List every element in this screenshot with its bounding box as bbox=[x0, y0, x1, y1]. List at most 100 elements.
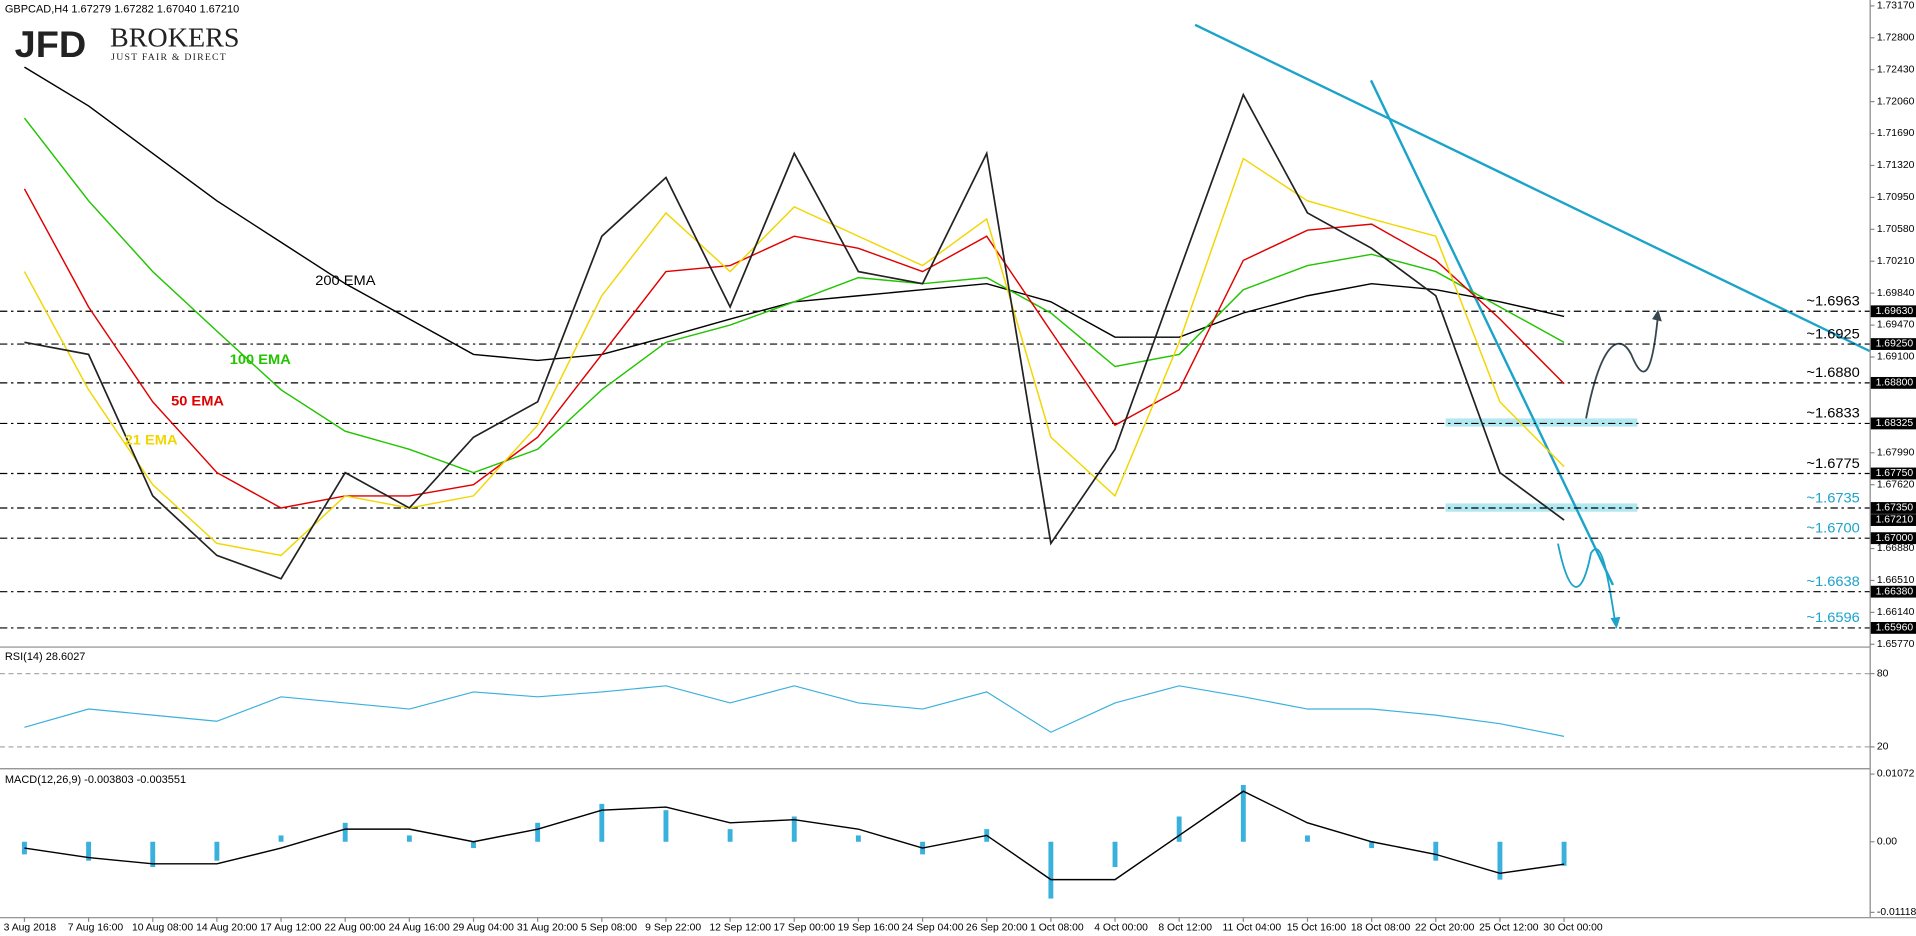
price-box bbox=[1870, 621, 1916, 634]
macd-bar bbox=[727, 829, 733, 842]
chart-title: GBPCAD,H4 1.67279 1.67282 1.67040 1.6721… bbox=[5, 3, 239, 15]
x-tick-label: 12 Sep 12:00 bbox=[709, 923, 771, 934]
macd-bar bbox=[599, 803, 605, 842]
price-box-label: 1.68325 bbox=[1876, 418, 1914, 429]
price-box-label: 1.67350 bbox=[1876, 503, 1914, 514]
price-box bbox=[1870, 467, 1916, 480]
macd-bar bbox=[471, 841, 476, 849]
x-tick-label: 9 Sep 22:00 bbox=[645, 923, 701, 934]
macd-bar bbox=[1048, 841, 1054, 899]
macd-bar bbox=[791, 816, 797, 842]
y-tick-label: 1.66140 bbox=[1877, 607, 1915, 618]
arrow-head bbox=[1652, 309, 1662, 322]
price-box bbox=[1870, 305, 1916, 318]
macd-bar bbox=[663, 810, 669, 842]
x-tick-label: 24 Aug 16:00 bbox=[389, 923, 450, 934]
y-tick-label: 0.01072 bbox=[1877, 769, 1915, 780]
price-box-label: 1.69250 bbox=[1876, 339, 1914, 350]
level-label: ~1.6596 bbox=[1806, 610, 1859, 626]
y-tick-label: 1.72060 bbox=[1877, 96, 1915, 107]
arrow-head bbox=[1610, 616, 1621, 629]
arrow bbox=[1557, 543, 1617, 625]
price-box bbox=[1870, 532, 1916, 545]
x-tick-label: 19 Sep 16:00 bbox=[838, 923, 900, 934]
y-tick-label: 80 bbox=[1877, 668, 1889, 679]
ema-line bbox=[23, 157, 1565, 557]
x-tick-label: 14 Aug 20:00 bbox=[196, 923, 257, 934]
x-tick-label: 22 Oct 20:00 bbox=[1415, 923, 1475, 934]
x-tick-label: 17 Aug 12:00 bbox=[260, 923, 321, 934]
x-tick-label: 7 Aug 16:00 bbox=[68, 923, 124, 934]
y-tick-label: 1.70950 bbox=[1877, 192, 1915, 203]
macd-bar bbox=[406, 835, 412, 842]
y-tick-label: -0.011186 bbox=[1877, 907, 1916, 918]
price-box-label: 1.66380 bbox=[1876, 586, 1914, 597]
macd-title: MACD(12,26,9) -0.003803 -0.003551 bbox=[5, 774, 186, 786]
y-tick-label: 1.73170 bbox=[1877, 1, 1915, 12]
y-tick-label: 1.66880 bbox=[1877, 543, 1915, 554]
macd-bar bbox=[150, 841, 156, 868]
level-label: ~1.6963 bbox=[1806, 294, 1859, 310]
macd-bar bbox=[21, 841, 27, 855]
macd-bar bbox=[1497, 841, 1503, 880]
x-tick-label: 17 Sep 00:00 bbox=[773, 923, 835, 934]
y-tick-label: 1.69100 bbox=[1877, 352, 1915, 363]
x-tick-label: 8 Oct 12:00 bbox=[1158, 923, 1212, 934]
macd-bar bbox=[1240, 784, 1246, 842]
trendline bbox=[1194, 23, 1871, 353]
price-box-label: 1.67000 bbox=[1876, 533, 1914, 544]
x-tick-label: 31 Aug 20:00 bbox=[517, 923, 578, 934]
y-tick-label: 1.66510 bbox=[1877, 575, 1915, 586]
x-tick-label: 15 Oct 16:00 bbox=[1287, 923, 1347, 934]
y-tick-label: 1.70580 bbox=[1877, 224, 1915, 235]
legend-label: 21 EMA bbox=[125, 433, 179, 449]
level-label: ~1.6925 bbox=[1806, 327, 1859, 343]
macd-bar bbox=[1433, 841, 1439, 861]
macd-bar bbox=[1369, 841, 1375, 849]
level-label: ~1.6880 bbox=[1806, 365, 1859, 381]
level-label: ~1.6700 bbox=[1806, 521, 1859, 537]
last-price-box bbox=[1870, 514, 1916, 526]
level-label: ~1.6833 bbox=[1806, 406, 1859, 422]
y-tick-label: 1.72430 bbox=[1877, 65, 1915, 76]
macd-bar bbox=[535, 822, 541, 842]
y-tick-label: 1.67990 bbox=[1877, 448, 1915, 459]
price-box bbox=[1870, 338, 1916, 350]
rsi-line bbox=[24, 685, 1565, 737]
logo-tagline: JUST FAIR & DIRECT bbox=[111, 52, 227, 63]
last-price-label: 1.67210 bbox=[1876, 515, 1914, 526]
price-box-label: 1.65960 bbox=[1876, 623, 1914, 634]
legend-label: 50 EMA bbox=[171, 394, 225, 410]
x-tick-label: 26 Sep 20:00 bbox=[966, 923, 1028, 934]
ema-line bbox=[23, 117, 1565, 474]
y-tick-label: 1.69470 bbox=[1877, 320, 1915, 331]
macd-bar bbox=[1176, 816, 1182, 842]
x-tick-label: 29 Aug 04:00 bbox=[453, 923, 514, 934]
x-tick-label: 11 Oct 04:00 bbox=[1223, 923, 1282, 934]
price-box bbox=[1870, 502, 1916, 514]
macd-signal bbox=[24, 790, 1565, 881]
trendline bbox=[1369, 79, 1615, 586]
price-line bbox=[24, 92, 1565, 580]
level-label: ~1.6735 bbox=[1806, 490, 1859, 506]
ema-line bbox=[23, 188, 1565, 509]
x-tick-label: 10 Aug 08:00 bbox=[132, 923, 193, 934]
price-box-label: 1.69630 bbox=[1876, 306, 1914, 317]
x-tick-label: 30 Oct 00:00 bbox=[1543, 923, 1603, 934]
x-tick-label: 1 Oct 08:00 bbox=[1030, 923, 1084, 934]
macd-bar bbox=[214, 841, 220, 861]
legend-label: 200 EMA bbox=[315, 273, 376, 289]
price-box bbox=[1870, 417, 1916, 430]
logo-name: BROKERS bbox=[110, 22, 240, 52]
x-tick-label: 18 Oct 08:00 bbox=[1351, 923, 1411, 934]
price-box-label: 1.68800 bbox=[1876, 378, 1914, 389]
macd-bar bbox=[1305, 835, 1310, 842]
x-tick-label: 25 Oct 12:00 bbox=[1479, 923, 1539, 934]
price-box-label: 1.67750 bbox=[1876, 468, 1914, 479]
y-tick-label: 1.72800 bbox=[1877, 33, 1915, 44]
x-tick-label: 22 Aug 00:00 bbox=[324, 923, 385, 934]
x-tick-label: 5 Sep 08:00 bbox=[581, 923, 637, 934]
